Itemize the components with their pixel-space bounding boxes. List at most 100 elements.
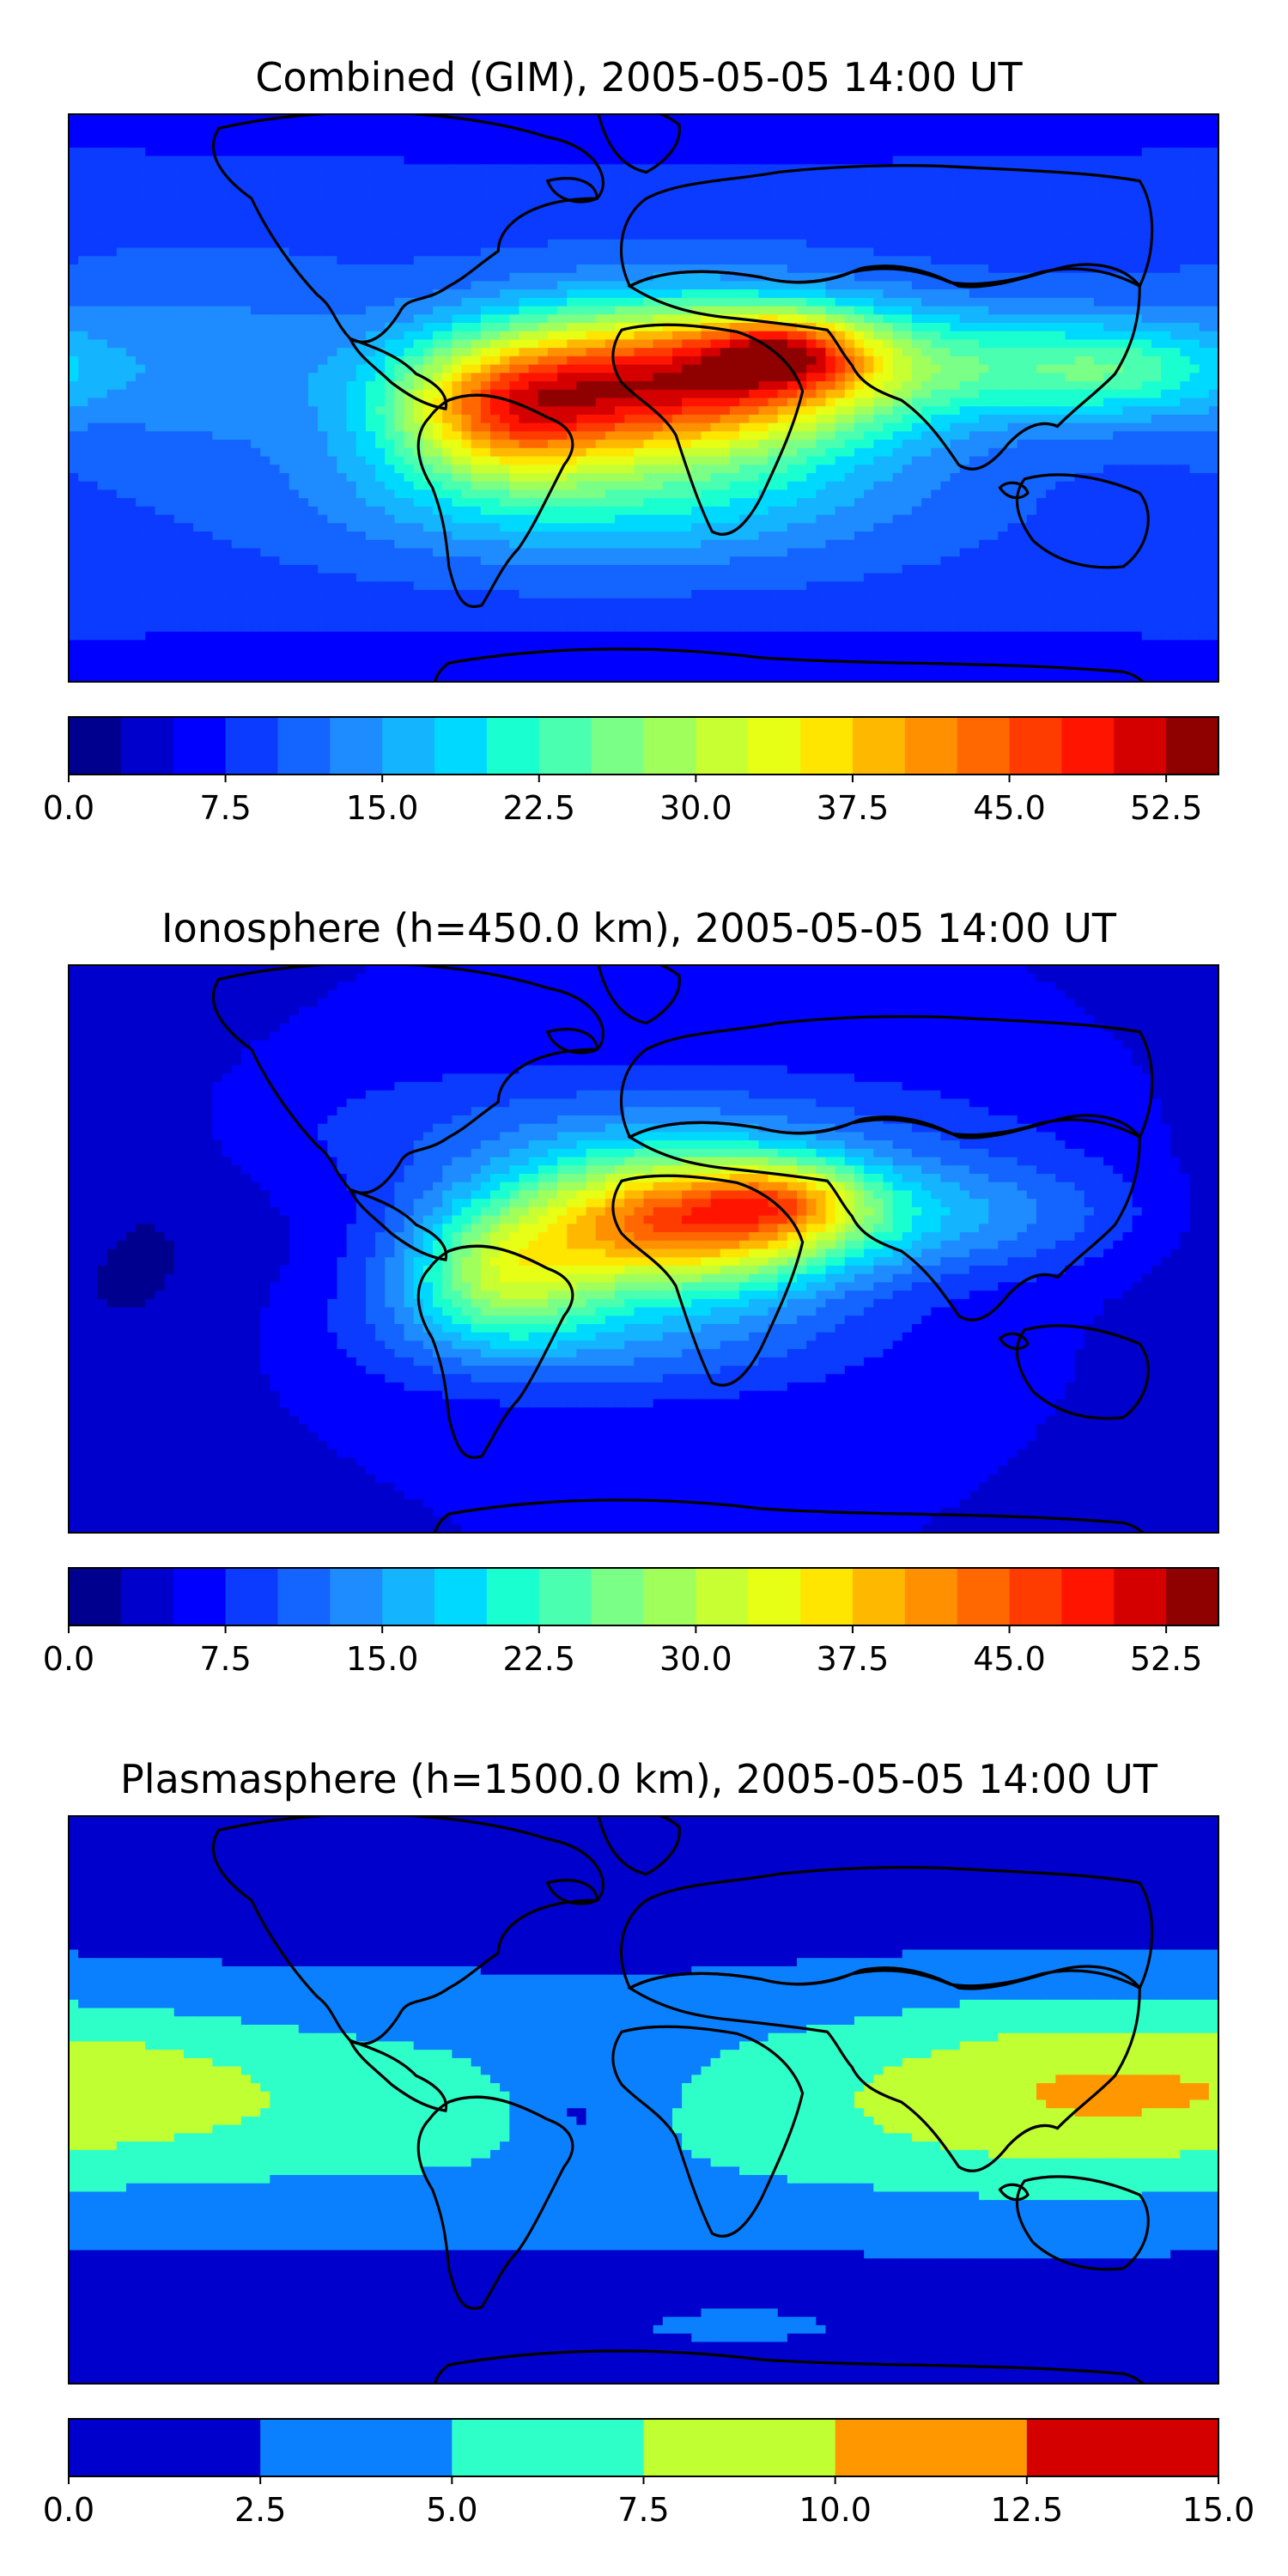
heatmap-cell (1132, 180, 1143, 191)
heatmap-cell (691, 339, 702, 349)
heatmap-cell (193, 323, 204, 332)
heatmap-cell (902, 422, 914, 433)
heatmap-cell (375, 323, 386, 332)
heatmap-cell (136, 431, 147, 441)
heatmap-cell (394, 348, 405, 358)
heatmap-cell (346, 139, 357, 149)
heatmap-cell (480, 373, 492, 383)
heatmap-cell (136, 331, 147, 341)
heatmap-cell (825, 214, 836, 224)
heatmap-cell (337, 440, 348, 449)
heatmap-cell (1151, 139, 1163, 149)
heatmap-cell (806, 256, 817, 266)
heatmap-cell (701, 440, 712, 449)
heatmap-cell (710, 406, 721, 416)
heatmap-cell (710, 205, 721, 216)
heatmap-cell (768, 355, 779, 366)
heatmap-cell (452, 422, 463, 433)
heatmap-cell (854, 289, 866, 300)
heatmap-cell (835, 114, 846, 124)
heatmap-cell (193, 306, 204, 316)
heatmap-cell (1036, 197, 1048, 208)
heatmap-cell (231, 389, 242, 399)
heatmap-cell (480, 456, 492, 466)
heatmap-cell (873, 314, 884, 325)
heatmap-cell (307, 264, 319, 274)
heatmap-cell (1208, 297, 1218, 307)
heatmap-cell (69, 122, 80, 132)
heatmap-cell (145, 173, 156, 182)
heatmap-cell (471, 348, 482, 358)
heatmap-cell (1007, 440, 1018, 449)
heatmap-cell (251, 256, 262, 266)
heatmap-cell (835, 222, 846, 233)
heatmap-cell (1208, 355, 1218, 366)
heatmap-cell (787, 239, 799, 249)
heatmap-cell (1055, 139, 1066, 149)
heatmap-cell (864, 239, 875, 249)
heatmap-cell (624, 189, 635, 199)
heatmap-cell (969, 314, 981, 325)
heatmap-cell (806, 214, 817, 224)
heatmap-cell (183, 414, 195, 424)
heatmap-cell (145, 239, 156, 249)
heatmap-cell (710, 147, 721, 157)
heatmap-cell (729, 406, 741, 416)
heatmap-cell (595, 447, 606, 458)
heatmap-cell (931, 147, 942, 157)
heatmap-cell (365, 422, 377, 433)
heatmap-cell (950, 272, 961, 283)
heatmap-cell (78, 289, 89, 300)
heatmap-cell (921, 297, 933, 307)
heatmap-cell (1026, 406, 1038, 416)
heatmap-cell (145, 414, 156, 424)
heatmap-cell (538, 364, 550, 374)
heatmap-cell (921, 256, 933, 266)
heatmap-cell (404, 231, 415, 240)
heatmap-cell (422, 398, 434, 408)
heatmap-cell (489, 364, 501, 374)
heatmap-cell (337, 264, 348, 274)
heatmap-cell (327, 264, 338, 274)
heatmap-cell (404, 214, 415, 224)
heatmap-cell (1141, 422, 1153, 433)
heatmap-cell (816, 323, 827, 332)
heatmap-cell (557, 189, 568, 199)
heatmap-cell (634, 264, 645, 274)
heatmap-cell (260, 289, 271, 300)
heatmap-cell (950, 289, 961, 300)
heatmap-cell (643, 281, 654, 291)
heatmap-cell (892, 147, 903, 157)
heatmap-cell (193, 355, 204, 366)
heatmap-cell (892, 355, 903, 366)
heatmap-cell (1161, 339, 1172, 349)
heatmap-cell (69, 431, 80, 441)
heatmap-cell (998, 306, 1009, 316)
heatmap-cell (97, 422, 108, 433)
heatmap-cell (615, 222, 626, 233)
heatmap-cell (777, 222, 788, 233)
heatmap-cell (422, 139, 434, 149)
heatmap-cell (125, 264, 137, 274)
heatmap-cell (729, 398, 741, 408)
heatmap-cell (682, 289, 693, 300)
heatmap-cell (864, 422, 875, 433)
heatmap-cell (1208, 173, 1218, 182)
heatmap-cell (615, 406, 626, 416)
heatmap-cell (854, 231, 866, 240)
heatmap-cell (538, 256, 550, 266)
heatmap-cell (509, 323, 520, 332)
heatmap-cell (643, 155, 654, 166)
heatmap-cell (883, 373, 894, 383)
heatmap-cell (394, 139, 405, 149)
heatmap-cell (88, 247, 99, 258)
heatmap-cell (662, 339, 674, 349)
heatmap-cell (260, 355, 271, 366)
heatmap-cell (691, 373, 702, 383)
heatmap-cell (422, 314, 434, 325)
heatmap-cell (1189, 398, 1200, 408)
heatmap-cell (375, 247, 386, 258)
heatmap-cell (969, 364, 981, 374)
heatmap-cell (682, 164, 693, 174)
heatmap-cell (337, 306, 348, 316)
